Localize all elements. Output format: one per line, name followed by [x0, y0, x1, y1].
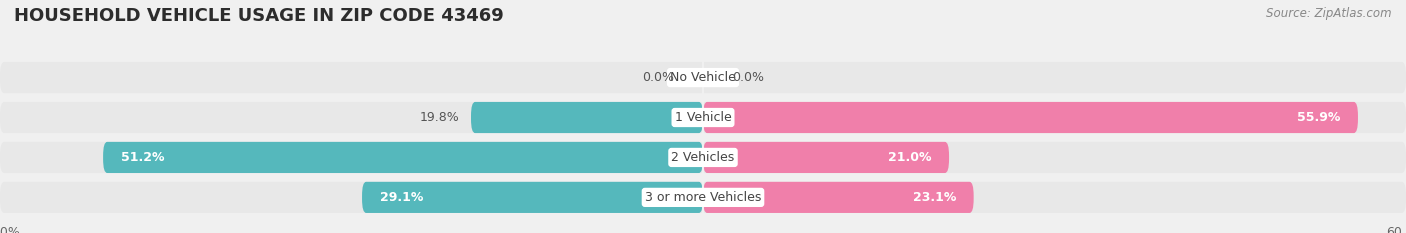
Text: Source: ZipAtlas.com: Source: ZipAtlas.com [1267, 7, 1392, 20]
Text: 51.2%: 51.2% [121, 151, 165, 164]
FancyBboxPatch shape [703, 182, 973, 213]
Text: No Vehicle: No Vehicle [671, 71, 735, 84]
FancyBboxPatch shape [703, 102, 1358, 133]
FancyBboxPatch shape [471, 102, 703, 133]
Text: 29.1%: 29.1% [380, 191, 423, 204]
FancyBboxPatch shape [0, 142, 1406, 173]
Text: 0.0%: 0.0% [641, 71, 673, 84]
Text: 21.0%: 21.0% [889, 151, 932, 164]
Text: 19.8%: 19.8% [419, 111, 460, 124]
FancyBboxPatch shape [0, 102, 1406, 133]
FancyBboxPatch shape [703, 142, 949, 173]
Text: 23.1%: 23.1% [912, 191, 956, 204]
Text: HOUSEHOLD VEHICLE USAGE IN ZIP CODE 43469: HOUSEHOLD VEHICLE USAGE IN ZIP CODE 4346… [14, 7, 503, 25]
Text: 1 Vehicle: 1 Vehicle [675, 111, 731, 124]
Text: 55.9%: 55.9% [1296, 111, 1340, 124]
FancyBboxPatch shape [0, 182, 1406, 213]
Text: 0.0%: 0.0% [733, 71, 765, 84]
FancyBboxPatch shape [103, 142, 703, 173]
Text: 2 Vehicles: 2 Vehicles [672, 151, 734, 164]
FancyBboxPatch shape [363, 182, 703, 213]
FancyBboxPatch shape [0, 62, 1406, 93]
Text: 3 or more Vehicles: 3 or more Vehicles [645, 191, 761, 204]
